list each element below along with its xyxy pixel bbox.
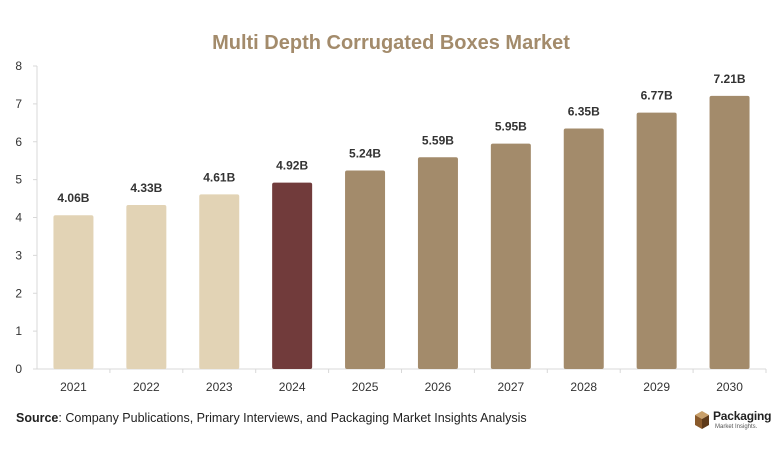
data-label-2025: 5.24B xyxy=(349,147,381,161)
x-tick-label-2025: 2025 xyxy=(352,380,379,394)
x-tick-label-2022: 2022 xyxy=(133,380,160,394)
bar-2030 xyxy=(709,95,750,369)
packaging-logo: Packaging Market Insights. xyxy=(694,408,774,436)
y-tick-label: 3 xyxy=(15,248,22,262)
bar-2029 xyxy=(636,112,677,370)
chart-title: Multi Depth Corrugated Boxes Market xyxy=(212,32,570,54)
data-label-2024: 4.92B xyxy=(276,159,308,173)
data-label-2021: 4.06B xyxy=(57,191,89,205)
x-tick-label-2024: 2024 xyxy=(279,380,306,394)
bar-2022 xyxy=(126,205,167,369)
y-tick-label: 1 xyxy=(15,324,22,338)
box-icon xyxy=(695,411,709,429)
bar-2021 xyxy=(53,215,94,369)
x-tick-label-2021: 2021 xyxy=(60,380,87,394)
x-tick-label-2029: 2029 xyxy=(643,380,670,394)
x-tick-label-2026: 2026 xyxy=(425,380,452,394)
data-label-2029: 6.77B xyxy=(641,89,673,103)
data-label-2030: 7.21B xyxy=(714,72,746,86)
data-label-2026: 5.59B xyxy=(422,133,454,147)
bar-chart: 0 1 2 3 4 5 6 7 8 4.06B 2021 4.33B 2022 4.61B 2023 4.92… xyxy=(15,59,767,394)
y-tick-label: 7 xyxy=(15,97,22,111)
x-tick-label-2030: 2030 xyxy=(716,380,743,394)
x-tick-label-2027: 2027 xyxy=(497,380,524,394)
source-label: Source xyxy=(16,411,59,425)
x-tick-label-2023: 2023 xyxy=(206,380,233,394)
x-tick-label-2028: 2028 xyxy=(570,380,597,394)
y-tick-label: 5 xyxy=(15,173,22,187)
logo-name: Packaging xyxy=(713,409,772,423)
y-tick-label: 2 xyxy=(15,286,22,300)
bar-2024 xyxy=(272,182,313,369)
bar-2027 xyxy=(490,143,531,369)
source-text: : Company Publications, Primary Intervie… xyxy=(58,411,527,425)
logo-tagline: Market Insights. xyxy=(715,424,758,430)
data-label-2022: 4.33B xyxy=(130,181,162,195)
bar-2026 xyxy=(417,157,458,369)
source-note: Source: Company Publications, Primary In… xyxy=(16,411,527,425)
data-label-2028: 6.35B xyxy=(568,104,600,118)
y-tick-label: 4 xyxy=(15,211,22,225)
y-tick-label: 0 xyxy=(15,362,22,376)
y-tick-label: 8 xyxy=(15,59,22,73)
bar-2025 xyxy=(345,170,386,369)
data-label-2027: 5.95B xyxy=(495,120,527,134)
bar-2023 xyxy=(199,194,240,369)
data-label-2023: 4.61B xyxy=(203,170,235,184)
y-tick-label: 6 xyxy=(15,135,22,149)
bar-2028 xyxy=(563,128,604,369)
